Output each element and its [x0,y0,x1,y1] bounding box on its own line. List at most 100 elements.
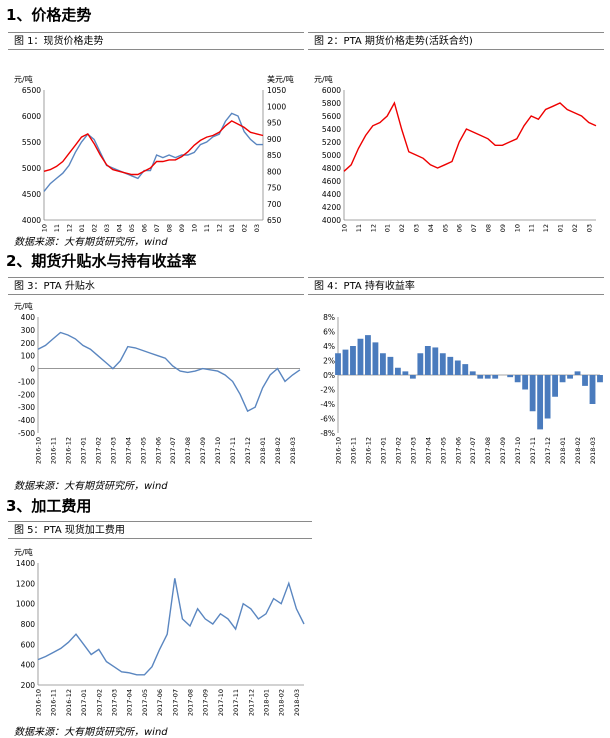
x-tick-label: 2017-08 [187,689,195,716]
series-line [43,112,263,192]
x-tick-label: 2017-07 [469,437,477,464]
x-tick-label: 2017-10 [217,689,225,716]
x-tick-label: 2017-03 [409,437,417,464]
x-tick-label: 2017-05 [439,437,447,464]
x-tick-label: 2017-01 [80,689,88,716]
y-tick-label: -4% [320,400,335,409]
x-tick-label: 2017-05 [441,224,449,232]
y2-tick-label: 700 [267,200,282,209]
bar [372,342,379,375]
x-tick-label: 2017-05 [141,689,149,716]
y-tick-label: 4800 [322,164,341,173]
y-tick-label: 5000 [322,151,341,160]
x-tick-label: 2017-09 [499,437,507,464]
y-tick-label: 600 [21,640,36,649]
bar [522,375,529,390]
y-axis-unit-label: 元/吨 [314,74,333,84]
x-tick-label: 2017-01 [78,224,86,232]
y2-tick-label: 1000 [267,102,286,111]
x-tick-label: 2016-10 [35,437,43,464]
bar [387,356,394,375]
y-tick-label: 5500 [22,138,41,147]
y-tick-label: 0% [323,371,335,380]
y-tick-label: 0 [30,365,35,374]
x-tick-label: 2016-11 [349,437,357,464]
bar [447,356,454,375]
bar [514,375,521,383]
x-tick-label: 2017-12 [247,689,255,716]
x-tick-label: 2017-06 [154,437,162,464]
x-tick-label: 2017-10 [191,224,199,232]
x-tick-label: 2017-06 [456,224,464,232]
y2-tick-label: 850 [267,151,282,160]
bar [342,349,349,375]
bar [424,346,431,375]
x-tick-label: 2018-02 [278,689,286,716]
bar [537,375,544,430]
x-tick-label: 2017-12 [244,437,252,464]
bar [417,353,424,375]
x-tick-label: 2017-12 [216,224,224,232]
y2-tick-label: 900 [267,135,282,144]
x-tick-label: 2017-03 [103,224,111,232]
x-tick-label: 2017-01 [379,437,387,464]
y-axis-unit-label: 元/吨 [14,74,33,84]
x-tick-label: 2016-10 [41,224,49,232]
x-tick-label: 2017-11 [229,437,237,464]
y-tick-label: 4000 [22,216,41,225]
bar [365,335,371,375]
x-tick-label: 2016-10 [335,437,343,464]
y-tick-label: 1000 [16,600,35,609]
x-tick-label: 2017-09 [499,224,507,232]
y-tick-label: 800 [21,620,36,629]
x-tick-label: 2017-06 [454,437,462,464]
x-tick-label: 2017-11 [203,224,211,232]
x-tick-label: 2018-02 [241,224,249,232]
bar [454,360,461,375]
bar [477,375,484,379]
bar [589,375,596,404]
x-tick-label: 2018-03 [293,689,301,716]
y-tick-label: 4000 [322,216,341,225]
y2-tick-label: 950 [267,119,282,128]
x-tick-label: 2017-11 [232,689,240,716]
section-title-basis: 2、期货升贴水与持有收益率 [6,252,197,270]
x-tick-label: 2017-01 [79,437,87,464]
x-tick-label: 2017-10 [513,224,521,232]
figure-4-title: 图 4：PTA 持有收益率 [308,277,604,295]
x-tick-label: 2017-05 [128,224,136,232]
x-tick-label: 2017-06 [141,224,149,232]
x-tick-label: 2016-10 [341,224,349,232]
x-tick-label: 2018-01 [559,437,567,464]
bar [492,375,499,379]
x-tick-label: 2017-02 [398,224,406,232]
x-tick-label: 2016-11 [355,224,363,232]
x-tick-label: 2017-08 [166,224,174,232]
x-tick-label: 2017-05 [139,437,147,464]
x-tick-label: 2017-09 [178,224,186,232]
figure-3-title: 图 3：PTA 升贴水 [8,277,304,295]
x-tick-label: 2018-03 [585,224,593,232]
x-tick-label: 2017-10 [514,437,522,464]
series-line [37,331,301,413]
figure-1-title: 图 1：现货价格走势 [8,32,304,50]
y-tick-label: -200 [18,390,35,399]
x-tick-label: 2016-12 [64,437,72,464]
y-tick-label: -500 [18,429,35,438]
figure-5: 图 5：PTA 现货加工费用 元/吨 1400 1200 1000 800 600 400 2… [8,521,312,721]
bar [394,367,401,375]
figure-2-title: 图 2：PTA 期货价格走势(活跃合约) [308,32,604,50]
y-tick-label: 5200 [322,138,341,147]
y-tick-label: 200 [21,681,36,690]
x-tick-label: 2017-08 [184,437,192,464]
chart-3: 元/吨4003002001000-100-200-300-400-5002016… [14,301,301,464]
x-tick-label: 2016-12 [65,689,73,716]
bar [439,353,446,375]
y-tick-label: 5600 [322,112,341,121]
bar [567,375,573,379]
y2-tick-label: 650 [267,216,282,225]
y-tick-label: 400 [21,313,36,322]
series-line [37,578,305,676]
x-tick-label: 2018-02 [574,437,582,464]
x-tick-label: 2018-03 [253,224,261,232]
